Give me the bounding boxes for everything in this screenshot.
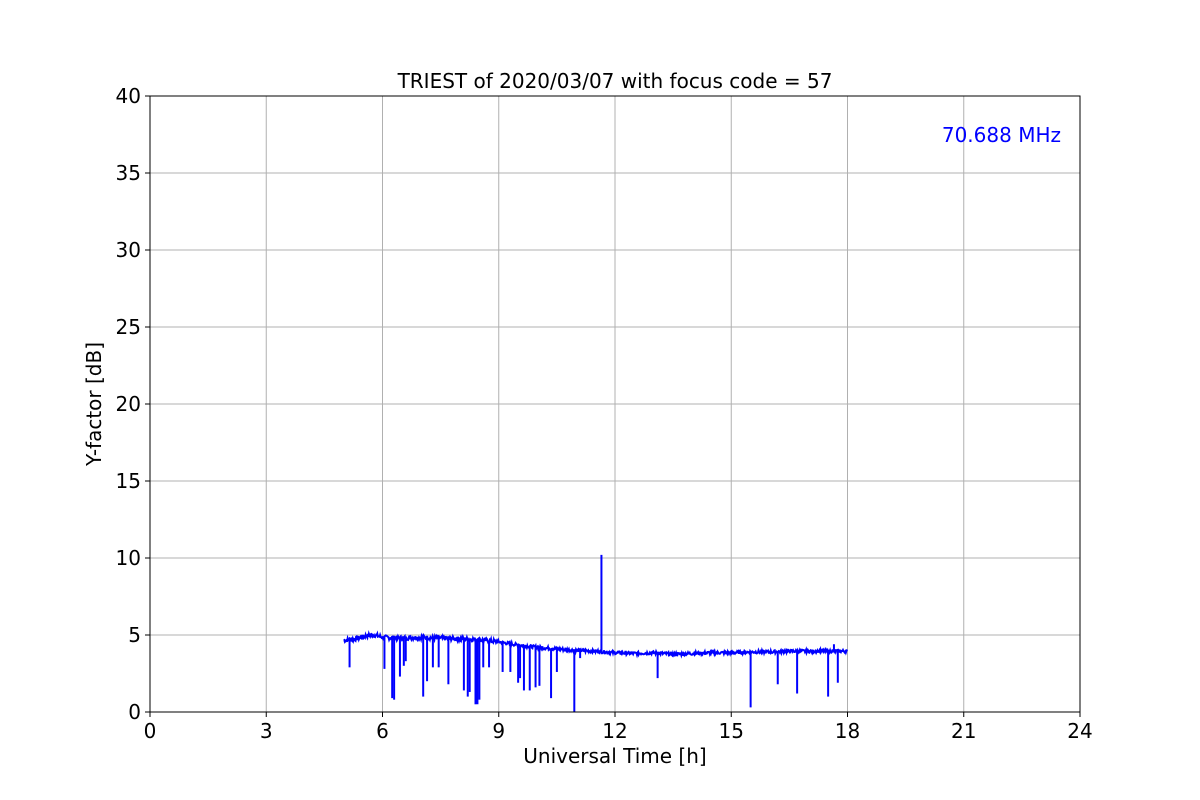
x-axis-label: Universal Time [h] bbox=[523, 744, 706, 768]
y-tick-label: 30 bbox=[116, 238, 141, 262]
y-tick-label: 10 bbox=[116, 546, 141, 570]
x-tick-label: 0 bbox=[144, 719, 157, 743]
y-tick-label: 35 bbox=[116, 161, 141, 185]
y-tick-label: 20 bbox=[116, 392, 141, 416]
frequency-annotation: 70.688 MHz bbox=[942, 123, 1061, 147]
x-tick-label: 6 bbox=[376, 719, 389, 743]
x-tick-label: 24 bbox=[1067, 719, 1092, 743]
chart-title: TRIEST of 2020/03/07 with focus code = 5… bbox=[397, 69, 833, 93]
x-tick-label: 9 bbox=[492, 719, 505, 743]
y-tick-label: 40 bbox=[116, 84, 141, 108]
x-tick-label: 3 bbox=[260, 719, 273, 743]
y-axis-label: Y-factor [dB] bbox=[82, 342, 106, 467]
x-tick-label: 12 bbox=[602, 719, 627, 743]
y-tick-label: 25 bbox=[116, 315, 141, 339]
x-tick-label: 15 bbox=[719, 719, 744, 743]
x-tick-label: 21 bbox=[951, 719, 976, 743]
y-tick-label: 5 bbox=[128, 623, 141, 647]
x-tick-label: 18 bbox=[835, 719, 860, 743]
plot-area bbox=[343, 554, 848, 712]
ticks: 0 3 6 9 12 15 18 21 24 0 5 10 15 20 25 30 35 40 bbox=[116, 84, 1093, 743]
y-tick-label: 0 bbox=[128, 700, 141, 724]
y-tick-label: 15 bbox=[116, 469, 141, 493]
